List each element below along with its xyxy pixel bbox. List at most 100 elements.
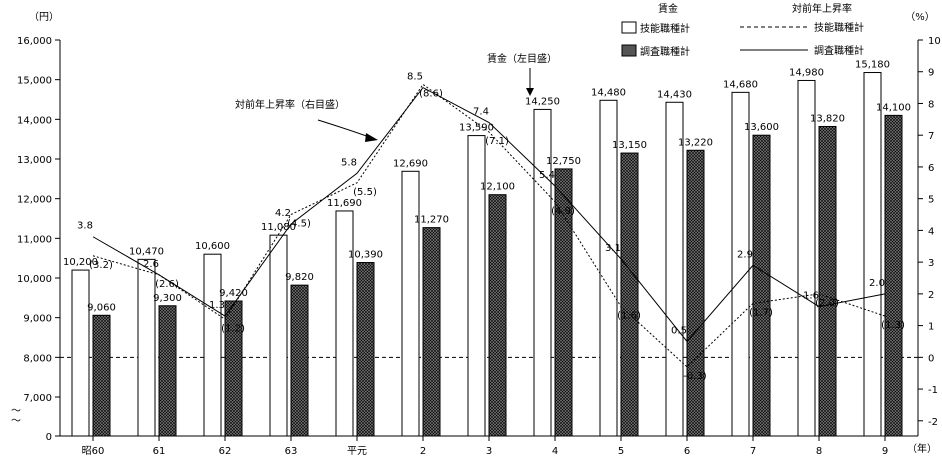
y-right-tick-label: -2 bbox=[928, 417, 938, 428]
line-label-skilled: (8.6) bbox=[419, 88, 443, 99]
bar-label-surveyed: 9,420 bbox=[219, 288, 248, 299]
x-tick-label: 61 bbox=[153, 446, 166, 457]
y-right-tick-label: 6 bbox=[928, 163, 934, 174]
bar-surveyed bbox=[92, 314, 111, 437]
x-tick-label: 9 bbox=[882, 446, 888, 457]
bar-label-skilled: 14,680 bbox=[723, 79, 758, 90]
bar-skilled bbox=[731, 91, 750, 437]
bar-label-surveyed: 9,300 bbox=[153, 293, 182, 304]
bar-label-surveyed: 12,750 bbox=[546, 156, 581, 167]
legend-swatch-bar-1 bbox=[621, 44, 637, 57]
annotations: 賃金（左目盛） 対前年上昇率（右目盛） bbox=[235, 52, 557, 142]
bar-skilled bbox=[335, 210, 354, 437]
bar-label-skilled: 10,600 bbox=[195, 241, 230, 252]
line-label-surveyed: 1.6 bbox=[803, 291, 819, 302]
chart-lines bbox=[92, 83, 886, 368]
line-label-surveyed: 4.2 bbox=[275, 208, 291, 219]
bar-label-skilled: 14,480 bbox=[591, 87, 626, 98]
line-label-skilled: (1.7) bbox=[749, 307, 773, 318]
y-left-tick-label: 8,000 bbox=[23, 353, 52, 364]
x-tick-label: 3 bbox=[486, 446, 492, 457]
bar-skilled bbox=[863, 72, 882, 437]
x-tick-label: 2 bbox=[420, 446, 426, 457]
bar-surveyed bbox=[422, 227, 441, 437]
y-right-tick-label: 0 bbox=[928, 353, 934, 364]
bar-skilled bbox=[137, 258, 156, 437]
line-label-surveyed: 0.5 bbox=[671, 325, 687, 336]
bar-label-surveyed: 10,390 bbox=[348, 250, 383, 261]
bar-skilled bbox=[665, 101, 684, 437]
line-label-skilled: (3.2) bbox=[89, 260, 113, 271]
annotation-rate-arrowhead bbox=[365, 133, 378, 142]
line-label-surveyed: 7.4 bbox=[473, 107, 489, 118]
y-left-tick-label: 11,000 bbox=[17, 234, 52, 245]
y-left-unit: （円） bbox=[29, 11, 59, 23]
bar-label-skilled: 12,690 bbox=[393, 158, 428, 169]
line-label-skilled: (2.6) bbox=[155, 279, 179, 290]
line-label-surveyed: 3.1 bbox=[605, 243, 621, 254]
y-right-unit: （%） bbox=[905, 11, 935, 23]
y-left-tick-label: 16,000 bbox=[17, 36, 52, 47]
bar-surveyed bbox=[488, 194, 507, 437]
x-tick-label: 7 bbox=[750, 446, 756, 457]
bar-label-surveyed: 14,100 bbox=[876, 102, 911, 113]
annotation-wage-arrowhead bbox=[526, 88, 534, 96]
y-left-tick-label: 15,000 bbox=[17, 76, 52, 87]
bar-label-surveyed: 12,100 bbox=[480, 182, 515, 193]
bar-surveyed bbox=[884, 114, 903, 437]
line-label-surveyed: 2.9 bbox=[737, 249, 753, 260]
line-label-surveyed: 1.3 bbox=[209, 300, 225, 311]
line-label-surveyed: 2.6 bbox=[143, 259, 159, 270]
bar-surveyed bbox=[356, 262, 375, 437]
x-tick-label: 昭60 bbox=[82, 445, 105, 457]
annotation-rate-right-axis: 対前年上昇率（右目盛） bbox=[235, 98, 345, 111]
line-label-surveyed: 5.4 bbox=[539, 170, 555, 181]
y-left-tick-label: 14,000 bbox=[17, 115, 52, 126]
y-right-tick-label: 7 bbox=[928, 131, 934, 142]
line-label-skilled: (5.5) bbox=[353, 187, 377, 198]
legend-bars-heading: 賃金 bbox=[658, 2, 678, 15]
line-surveyed-rate bbox=[92, 86, 886, 343]
bar-skilled bbox=[269, 234, 288, 437]
bar-label-skilled: 10,200 bbox=[63, 257, 98, 268]
legend-label-bar-1: 調査職種計 bbox=[640, 45, 690, 58]
y-left-tick-label: 7,000 bbox=[23, 393, 52, 404]
bar-skilled bbox=[599, 99, 618, 437]
y-left-tick-label: 0 bbox=[46, 432, 52, 443]
legend-label-line-0: 技能職種計 bbox=[814, 21, 864, 34]
bar-label-surveyed: 9,060 bbox=[87, 302, 116, 313]
bar-label-skilled: 10,470 bbox=[129, 246, 164, 257]
legend-swatch-bar-0 bbox=[621, 21, 637, 34]
bar-label-surveyed: 13,220 bbox=[678, 137, 713, 148]
y-right-tick-label: 2 bbox=[928, 290, 934, 301]
line-label-skilled: (1.2) bbox=[221, 323, 245, 334]
bar-label-skilled: 11,690 bbox=[327, 198, 362, 209]
bar-surveyed bbox=[818, 125, 837, 437]
bar-skilled bbox=[203, 253, 222, 437]
x-tick-label: 6 bbox=[684, 446, 690, 457]
line-label-skilled: (1.3) bbox=[881, 320, 905, 331]
x-tick-label: 5 bbox=[618, 446, 624, 457]
y-right-tick-label: 1 bbox=[928, 322, 934, 333]
y-right-tick-label: -1 bbox=[928, 385, 938, 396]
bar-label-surveyed: 11,270 bbox=[414, 215, 449, 226]
bar-surveyed bbox=[620, 152, 639, 437]
line-label-skilled: -0.3) bbox=[683, 371, 707, 382]
y-left-axis-break: 〜 bbox=[11, 406, 21, 417]
y-left-tick-label: 10,000 bbox=[17, 274, 52, 285]
chart-axes: 0 7,000 8,000 9,000 10,000 11,000 12,000 13,000… bbox=[11, 36, 941, 457]
y-right-tick-label: 5 bbox=[928, 195, 934, 206]
line-label-surveyed: 5.8 bbox=[341, 157, 357, 168]
bar-label-skilled: 14,430 bbox=[657, 89, 692, 100]
x-tick-label: 62 bbox=[219, 446, 232, 457]
annotation-wage-left-axis: 賃金（左目盛） bbox=[487, 52, 557, 65]
line-label-surveyed: 2.0 bbox=[869, 278, 885, 289]
bar-surveyed bbox=[158, 305, 177, 437]
bar-label-surveyed: 13,150 bbox=[612, 140, 647, 151]
chart-bars bbox=[71, 72, 903, 437]
line-label-skilled: (4.5) bbox=[287, 219, 311, 230]
bar-surveyed bbox=[290, 284, 309, 437]
y-right-tick-label: 9 bbox=[928, 68, 934, 79]
x-tick-label: 4 bbox=[552, 446, 558, 457]
